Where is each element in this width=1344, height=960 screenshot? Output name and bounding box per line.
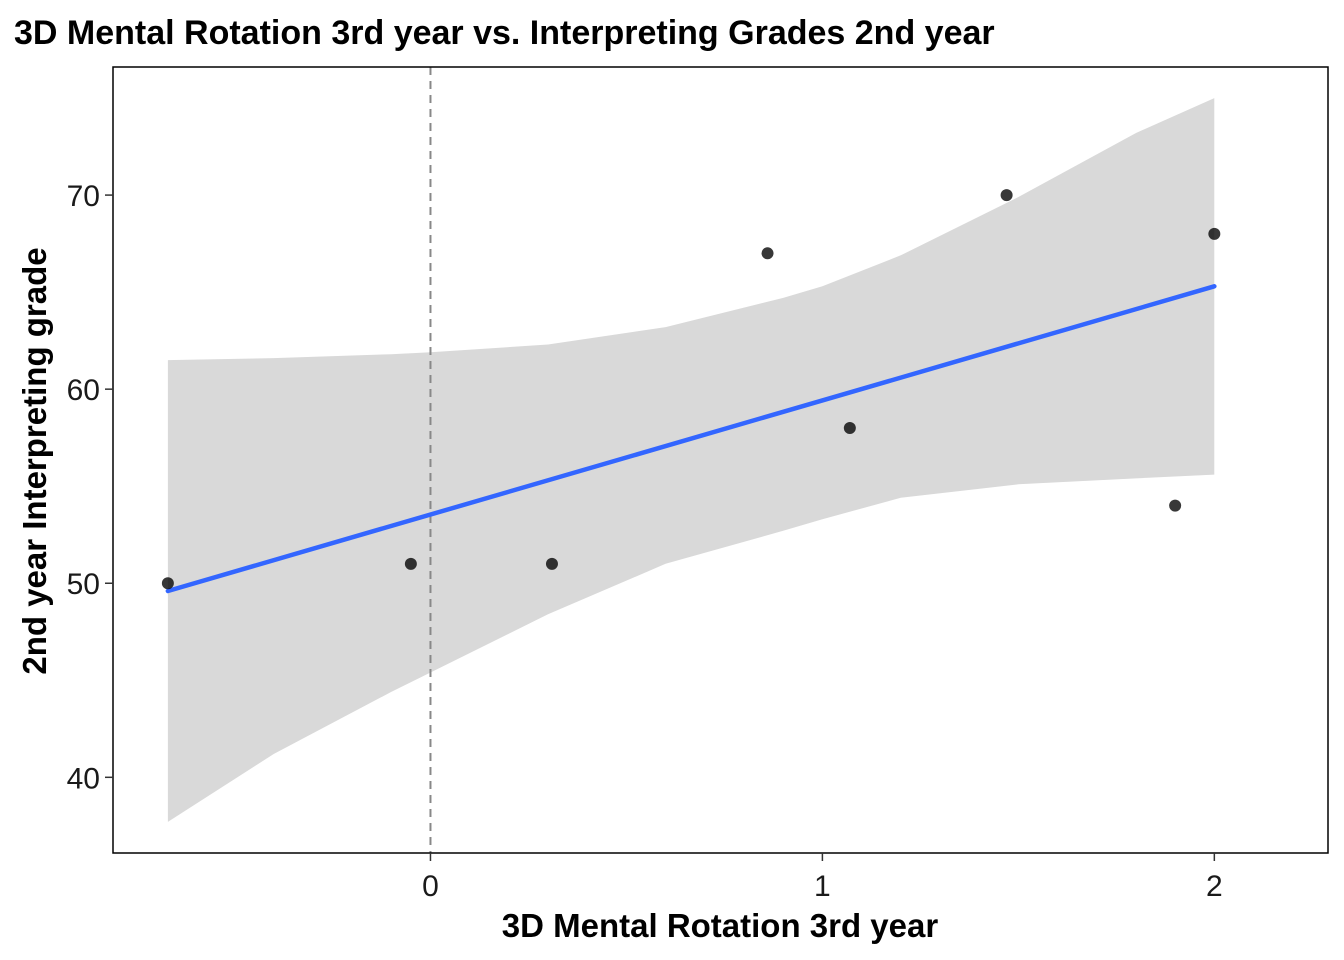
chart-title: 3D Mental Rotation 3rd year vs. Interpre… — [14, 14, 995, 52]
data-point-4 — [761, 247, 774, 260]
data-point-6 — [1000, 189, 1013, 202]
data-point-7 — [1169, 499, 1182, 512]
data-point-3 — [545, 557, 558, 570]
panel-border — [112, 66, 1329, 854]
x-tick-label-1: 1 — [814, 870, 831, 903]
y-tick-label-50: 50 — [67, 568, 100, 601]
data-point-1 — [161, 577, 174, 590]
x-axis-title: 3D Mental Rotation 3rd year — [502, 907, 939, 944]
data-point-5 — [843, 421, 856, 434]
plot-area: 0 1 2 40 50 60 70 — [67, 66, 1329, 903]
y-tick-label-60: 60 — [67, 374, 100, 407]
data-point-2 — [404, 557, 417, 570]
confidence-band — [167, 98, 1215, 822]
y-axis-title: 2nd year Interpreting grade — [16, 247, 53, 674]
data-point-8 — [1208, 227, 1221, 240]
x-tick-label-0: 0 — [422, 870, 439, 903]
y-tick-label-70: 70 — [67, 180, 100, 213]
x-tick-label-2: 2 — [1206, 870, 1223, 903]
y-tick-label-40: 40 — [67, 762, 100, 795]
fit-line — [165, 284, 1217, 594]
